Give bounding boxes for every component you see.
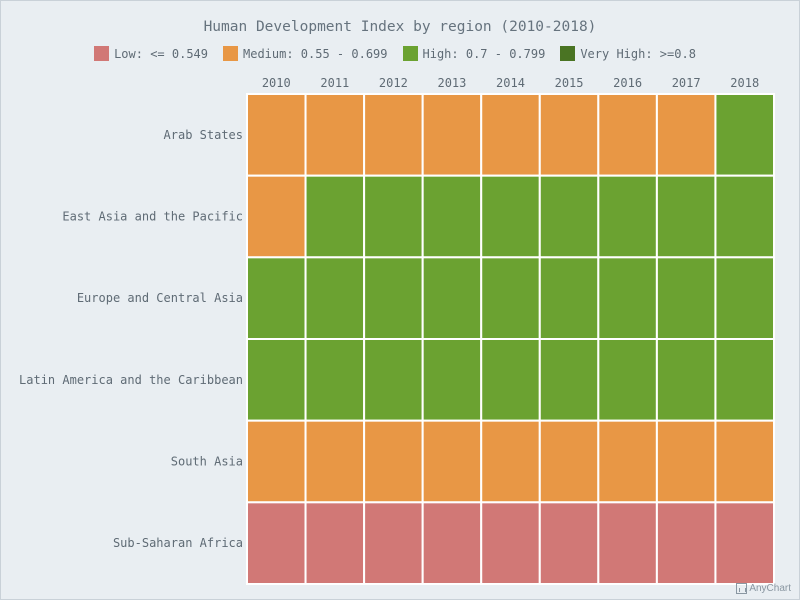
legend-item-very-high[interactable]: Very High: >=0.8	[560, 46, 696, 61]
heatmap-cell-sub-saharan-africa-2014[interactable]	[480, 501, 541, 586]
heatmap-cell-south-asia-2010[interactable]	[246, 419, 307, 504]
heatmap-cell-east-asia-and-the-pacific-2012[interactable]	[363, 174, 424, 259]
heatmap-cell-europe-and-central-asia-2012[interactable]	[363, 256, 424, 341]
heatmap-cell-latin-america-and-the-caribbean-2015[interactable]	[538, 338, 600, 422]
heatmap-cell-arab-states-2012[interactable]	[363, 93, 424, 177]
heatmap-cell-south-asia-2013[interactable]	[421, 419, 483, 504]
heatmap-cell-europe-and-central-asia-2011[interactable]	[304, 256, 366, 341]
heatmap-cell-east-asia-and-the-pacific-2016[interactable]	[597, 174, 658, 259]
heatmap-cell-latin-america-and-the-caribbean-2017[interactable]	[655, 338, 717, 422]
x-tick-label: 2018	[730, 76, 759, 90]
heatmap-cell-europe-and-central-asia-2013[interactable]	[421, 256, 483, 341]
heatmap-cell-sub-saharan-africa-2018[interactable]	[714, 501, 776, 586]
x-tick-label: 2015	[555, 76, 584, 90]
x-tick-label: 2014	[496, 76, 525, 90]
heatmap-cell-south-asia-2016[interactable]	[597, 419, 658, 504]
heatmap-cell-south-asia-2011[interactable]	[304, 419, 366, 504]
legend-item-low[interactable]: Low: <= 0.549	[94, 46, 208, 61]
chart-title: Human Development Index by region (2010-…	[203, 19, 597, 35]
x-tick-label: 2011	[320, 76, 349, 90]
x-tick-label: 2010	[262, 76, 291, 90]
legend-swatch-high	[402, 46, 418, 61]
heatmap-cell-latin-america-and-the-caribbean-2018[interactable]	[714, 338, 776, 422]
heatmap-cell-south-asia-2017[interactable]	[655, 419, 717, 504]
x-tick-label: 2017	[672, 76, 701, 90]
heatmap-cell-europe-and-central-asia-2018[interactable]	[714, 256, 776, 341]
legend: Low: <= 0.549 Medium: 0.55 - 0.699 High:…	[0, 46, 790, 61]
heatmap-cell-latin-america-and-the-caribbean-2012[interactable]	[363, 338, 424, 422]
heatmap-cell-east-asia-and-the-pacific-2014[interactable]	[480, 174, 541, 259]
heatmap-cell-east-asia-and-the-pacific-2015[interactable]	[538, 174, 600, 259]
heatmap-cell-arab-states-2014[interactable]	[480, 93, 541, 177]
heatmap-cell-latin-america-and-the-caribbean-2016[interactable]	[597, 338, 658, 422]
y-tick-label: Sub-Saharan Africa	[113, 536, 243, 550]
legend-item-medium[interactable]: Medium: 0.55 - 0.699	[223, 46, 388, 61]
legend-label-very-high: Very High: >=0.8	[580, 46, 696, 61]
heatmap-cell-europe-and-central-asia-2016[interactable]	[597, 256, 658, 341]
heatmap-cell-sub-saharan-africa-2010[interactable]	[246, 501, 307, 586]
heatmap-cell-south-asia-2014[interactable]	[480, 419, 541, 504]
x-tick-label: 2013	[437, 76, 466, 90]
y-tick-label: Latin America and the Caribbean	[19, 373, 243, 387]
heatmap-cell-south-asia-2015[interactable]	[538, 419, 600, 504]
x-tick-label: 2016	[613, 76, 642, 90]
heatmap-cell-sub-saharan-africa-2013[interactable]	[421, 501, 483, 586]
heatmap-cell-europe-and-central-asia-2014[interactable]	[480, 256, 541, 341]
y-tick-label: Europe and Central Asia	[77, 291, 243, 305]
credits[interactable]: AnyChart	[736, 583, 791, 594]
heatmap-cell-sub-saharan-africa-2015[interactable]	[538, 501, 600, 586]
heatmap-cell-arab-states-2016[interactable]	[597, 93, 658, 177]
heatmap-cell-latin-america-and-the-caribbean-2011[interactable]	[304, 338, 366, 422]
x-tick-label: 2012	[379, 76, 408, 90]
heatmap-cell-latin-america-and-the-caribbean-2014[interactable]	[480, 338, 541, 422]
y-tick-label: Arab States	[164, 128, 243, 142]
heatmap-cell-east-asia-and-the-pacific-2017[interactable]	[655, 174, 717, 259]
heatmap-cell-sub-saharan-africa-2017[interactable]	[655, 501, 717, 586]
heatmap-cell-east-asia-and-the-pacific-2013[interactable]	[421, 174, 483, 259]
y-tick-label: South Asia	[171, 455, 243, 469]
legend-label-medium: Medium: 0.55 - 0.699	[243, 46, 388, 61]
heatmap-cell-latin-america-and-the-caribbean-2013[interactable]	[421, 338, 483, 422]
anychart-logo-icon	[736, 583, 748, 594]
heatmap-cell-arab-states-2010[interactable]	[246, 93, 307, 177]
legend-swatch-low	[94, 46, 110, 61]
heatmap-cell-europe-and-central-asia-2015[interactable]	[538, 256, 600, 341]
heatmap-cell-arab-states-2011[interactable]	[304, 93, 366, 177]
heatmap-cell-sub-saharan-africa-2011[interactable]	[304, 501, 366, 586]
heatmap-cell-east-asia-and-the-pacific-2010[interactable]	[246, 174, 307, 259]
heatmap-cell-latin-america-and-the-caribbean-2010[interactable]	[246, 338, 307, 422]
legend-label-low: Low: <= 0.549	[114, 46, 208, 61]
legend-swatch-medium	[223, 46, 238, 61]
credits-label: AnyChart	[749, 583, 791, 594]
legend-swatch-very-high	[560, 46, 576, 61]
heatmap-cell-arab-states-2018[interactable]	[714, 93, 776, 177]
heatmap-cell-europe-and-central-asia-2017[interactable]	[655, 256, 717, 341]
heatmap-cell-arab-states-2015[interactable]	[538, 93, 600, 177]
y-tick-label: East Asia and the Pacific	[62, 210, 243, 224]
heatmap-cell-arab-states-2013[interactable]	[421, 93, 483, 177]
heatmap-cell-east-asia-and-the-pacific-2018[interactable]	[714, 174, 776, 259]
heatmap-cell-arab-states-2017[interactable]	[655, 93, 717, 177]
heatmap-cell-sub-saharan-africa-2012[interactable]	[363, 501, 424, 586]
heatmap-cell-east-asia-and-the-pacific-2011[interactable]	[304, 174, 366, 259]
heatmap-cell-south-asia-2018[interactable]	[714, 419, 776, 504]
legend-item-high[interactable]: High: 0.7 - 0.799	[402, 46, 546, 61]
heatmap-cell-sub-saharan-africa-2016[interactable]	[597, 501, 658, 586]
legend-label-high: High: 0.7 - 0.799	[422, 46, 546, 61]
heatmap-cell-europe-and-central-asia-2010[interactable]	[246, 256, 307, 341]
heatmap-cell-south-asia-2012[interactable]	[363, 419, 424, 504]
